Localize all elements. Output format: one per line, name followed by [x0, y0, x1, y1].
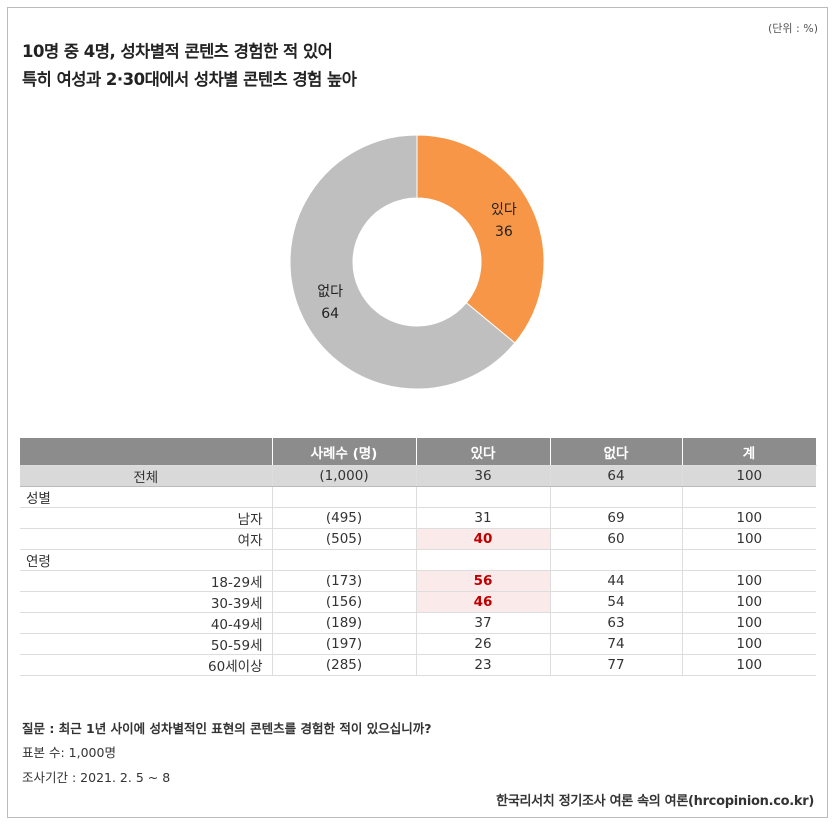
cell: 100 — [681, 633, 816, 655]
table-row: 연령 — [20, 549, 816, 571]
cell: 100 — [681, 591, 816, 613]
cell: (495) — [271, 507, 416, 529]
donut-chart: 있다 36 없다 64 — [289, 134, 545, 390]
note: 질문 : 최근 1년 사이에 성차별적인 표현의 콘텐츠를 경험한 적이 있으십… — [22, 721, 432, 736]
slice — [289, 134, 516, 390]
row-label: 40-49세 — [20, 612, 272, 634]
group-label: 성별 — [20, 486, 272, 508]
table-row: 전체 (1,000) 36 64 100 — [20, 465, 816, 487]
header-row: 사례수 (명) 있다 없다 계 — [20, 438, 817, 466]
header-cell: 계 — [682, 438, 817, 466]
row-label: 18-29세 — [20, 570, 272, 592]
table-row: 성별 — [20, 486, 816, 508]
cell: 100 — [681, 570, 816, 592]
cell: 37 — [415, 612, 550, 634]
cell: 36 — [415, 465, 550, 487]
cell: 60 — [549, 528, 682, 550]
cell: 63 — [549, 612, 682, 634]
table-row: 50-59세 (197) 26 74 100 — [20, 633, 816, 655]
cell: 44 — [549, 570, 682, 592]
cell: (285) — [271, 654, 416, 676]
cell: 31 — [415, 507, 550, 529]
cell: 23 — [415, 654, 550, 676]
cell: 74 — [549, 633, 682, 655]
cell: 40 — [415, 528, 550, 550]
cell: (505) — [271, 528, 416, 550]
row-label: 남자 — [20, 507, 272, 529]
cell: 64 — [549, 465, 682, 487]
cell: (173) — [271, 570, 416, 592]
table-row: 남자 (495) 31 69 100 — [20, 507, 816, 529]
cell: 26 — [415, 633, 550, 655]
source: 한국리서치 정기조사 여론 속의 여론(hrcopinion.co.kr) — [496, 794, 814, 809]
cell: 69 — [549, 507, 682, 529]
row-label: 여자 — [20, 528, 272, 550]
title: 특히 여성과 2·30대에서 성차별 콘텐츠 경험 높아 — [22, 70, 357, 89]
slice-label: 없다 — [317, 284, 343, 300]
cell: 100 — [681, 612, 816, 634]
header-cell — [20, 438, 273, 466]
group-label: 연령 — [20, 549, 272, 571]
row-label: 전체 — [20, 465, 272, 487]
cell: 100 — [681, 528, 816, 550]
cell: (189) — [271, 612, 416, 634]
note: 표본 수: 1,000명 — [22, 745, 116, 760]
slice — [416, 134, 545, 344]
frame — [7, 7, 828, 818]
table-row: 30-39세 (156) 46 54 100 — [20, 591, 816, 613]
table-row: 40-49세 (189) 37 63 100 — [20, 612, 816, 634]
slice-value: 64 — [321, 306, 339, 322]
empty-cell — [415, 549, 550, 571]
row-label: 30-39세 — [20, 591, 272, 613]
row-label: 50-59세 — [20, 633, 272, 655]
cell: 100 — [681, 465, 816, 487]
cell: 46 — [415, 591, 550, 613]
cell: 54 — [549, 591, 682, 613]
header-cell: 없다 — [550, 438, 683, 466]
table-row: 여자 (505) 40 60 100 — [20, 528, 816, 550]
header-cell: 사례수 (명) — [272, 438, 417, 466]
cell: 100 — [681, 654, 816, 676]
cell: (1,000) — [271, 465, 416, 487]
empty-cell — [271, 549, 416, 571]
empty-cell — [681, 549, 816, 571]
slice-value: 36 — [495, 224, 513, 240]
table-row: 60세이상 (285) 23 77 100 — [20, 654, 816, 676]
cell: 56 — [415, 570, 550, 592]
cell: (197) — [271, 633, 416, 655]
slice-label: 있다 — [491, 202, 517, 218]
row-label: 60세이상 — [20, 654, 272, 676]
title: 10명 중 4명, 성차별적 콘텐츠 경험한 적 있어 — [22, 42, 333, 61]
table-row: 18-29세 (173) 56 44 100 — [20, 570, 816, 592]
note: 조사기간 : 2021. 2. 5 ~ 8 — [22, 770, 171, 785]
empty-cell — [549, 486, 682, 508]
cell: (156) — [271, 591, 416, 613]
unit: (단위 : %) — [768, 22, 818, 35]
empty-cell — [271, 486, 416, 508]
empty-cell — [681, 486, 816, 508]
empty-cell — [415, 486, 550, 508]
cell: 100 — [681, 507, 816, 529]
empty-cell — [549, 549, 682, 571]
table: 사례수 (명) 있다 없다 계 전체 (1,000) 36 64 100 성별 남자 (495) 31… — [20, 438, 817, 676]
header-cell: 있다 — [416, 438, 551, 466]
cell: 77 — [549, 654, 682, 676]
